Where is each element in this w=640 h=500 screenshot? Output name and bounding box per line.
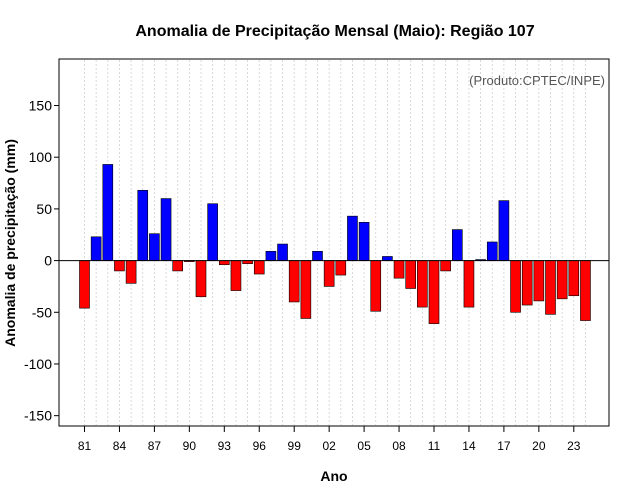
x-tick-label: 23 <box>567 439 581 453</box>
bar-2007 <box>382 256 393 261</box>
x-tick-label: 11 <box>428 439 441 453</box>
x-tick-label: 93 <box>218 439 232 453</box>
bar-2012 <box>440 260 451 272</box>
bar-2009 <box>405 260 417 289</box>
bar-2006 <box>370 260 382 312</box>
x-tick-label: 81 <box>78 439 92 453</box>
bar-2014 <box>463 260 475 308</box>
bar-1985 <box>125 260 137 284</box>
y-tick-label: -100 <box>24 356 52 372</box>
x-axis: 81 84 87 90 93 96 99 02 05 08 11 14 17 20 23 <box>78 426 581 453</box>
bar-2018 <box>510 260 521 313</box>
bar-1987 <box>149 233 160 261</box>
bar-2023 <box>568 260 580 297</box>
bar-2001 <box>312 250 323 261</box>
y-tick-label: 100 <box>29 149 53 165</box>
x-tick-label: 08 <box>392 439 406 453</box>
chart-title: Anomalia de Precipitação Mensal (Maio): … <box>135 23 534 40</box>
y-tick-label: -150 <box>24 408 52 424</box>
bar-1991 <box>195 260 207 298</box>
bars <box>79 164 591 324</box>
bar-1998 <box>277 243 288 261</box>
bar-2024 <box>580 260 591 321</box>
y-tick-label: 50 <box>36 201 52 217</box>
x-tick-label: 84 <box>113 439 127 453</box>
y-axis-label: Anomalia de precipitação (mm) <box>2 139 18 347</box>
bar-2021 <box>545 260 556 315</box>
y-axis: -150 -100 -50 0 50 100 150 <box>24 98 59 424</box>
x-tick-label: 20 <box>532 439 546 453</box>
x-tick-label: 05 <box>357 439 371 453</box>
bar-2008 <box>393 260 405 279</box>
bar-2011 <box>428 260 440 324</box>
bar-1993 <box>219 260 230 266</box>
bar-2003 <box>335 260 347 276</box>
bar-2005 <box>358 222 370 261</box>
bar-2016 <box>486 241 498 261</box>
bar-2010 <box>417 260 428 308</box>
bar-1984 <box>114 260 125 272</box>
source-note: (Produto:CPTEC/INPE) <box>469 73 605 88</box>
x-axis-label: Ano <box>320 468 347 484</box>
y-tick-label: 0 <box>44 253 52 269</box>
bar-1996 <box>253 260 265 275</box>
x-tick-label: 99 <box>288 439 302 453</box>
bar-2000 <box>300 260 312 319</box>
bar-1997 <box>265 250 277 261</box>
bar-2019 <box>521 260 533 306</box>
bar-2013 <box>451 229 463 261</box>
y-tick-label: -50 <box>32 304 52 320</box>
x-tick-label: 14 <box>462 439 476 453</box>
bar-1992 <box>207 203 218 261</box>
x-tick-label: 17 <box>497 439 511 453</box>
bar-2004 <box>347 215 358 261</box>
bar-1982 <box>90 236 102 261</box>
y-tick-label: 150 <box>29 98 53 114</box>
plot-frame <box>58 58 610 427</box>
grid-lines <box>84 60 586 425</box>
bar-1989 <box>172 260 183 272</box>
bar-2002 <box>323 260 335 287</box>
bar-2022 <box>556 260 568 300</box>
bar-1988 <box>160 198 172 261</box>
x-tick-label: 02 <box>322 439 336 453</box>
bar-1986 <box>137 189 149 261</box>
bar-2020 <box>533 260 545 302</box>
x-tick-label: 96 <box>253 439 267 453</box>
bar-1983 <box>102 164 114 261</box>
bar-2017 <box>498 200 510 261</box>
bar-1999 <box>288 260 300 303</box>
x-tick-label: 90 <box>183 439 197 453</box>
bar-1994 <box>230 260 242 291</box>
bar-1981 <box>79 260 90 309</box>
x-tick-label: 87 <box>148 439 162 453</box>
